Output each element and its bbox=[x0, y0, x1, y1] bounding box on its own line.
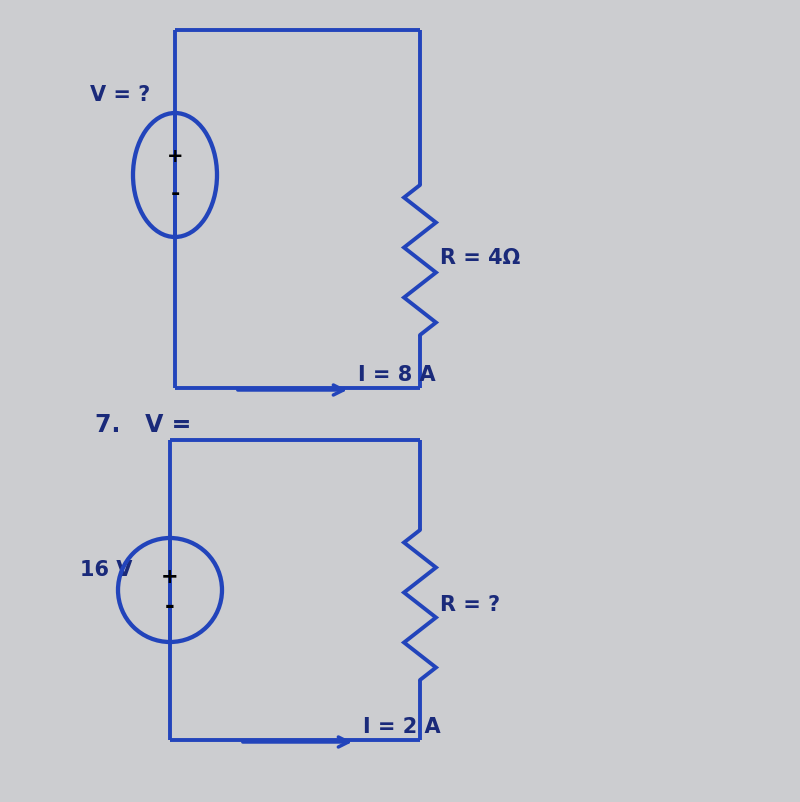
Text: V = ?: V = ? bbox=[90, 85, 150, 105]
Text: I = 2 A: I = 2 A bbox=[363, 717, 441, 737]
Text: R = 4Ω: R = 4Ω bbox=[440, 248, 520, 268]
Text: R = ?: R = ? bbox=[440, 595, 500, 615]
Text: 16 V: 16 V bbox=[80, 560, 132, 580]
Text: +: + bbox=[161, 567, 179, 587]
Text: I = 8 A: I = 8 A bbox=[358, 365, 436, 385]
Text: 7.   V =: 7. V = bbox=[95, 413, 191, 437]
Text: +: + bbox=[166, 147, 183, 166]
Text: -: - bbox=[165, 593, 175, 618]
Text: -: - bbox=[170, 184, 180, 204]
